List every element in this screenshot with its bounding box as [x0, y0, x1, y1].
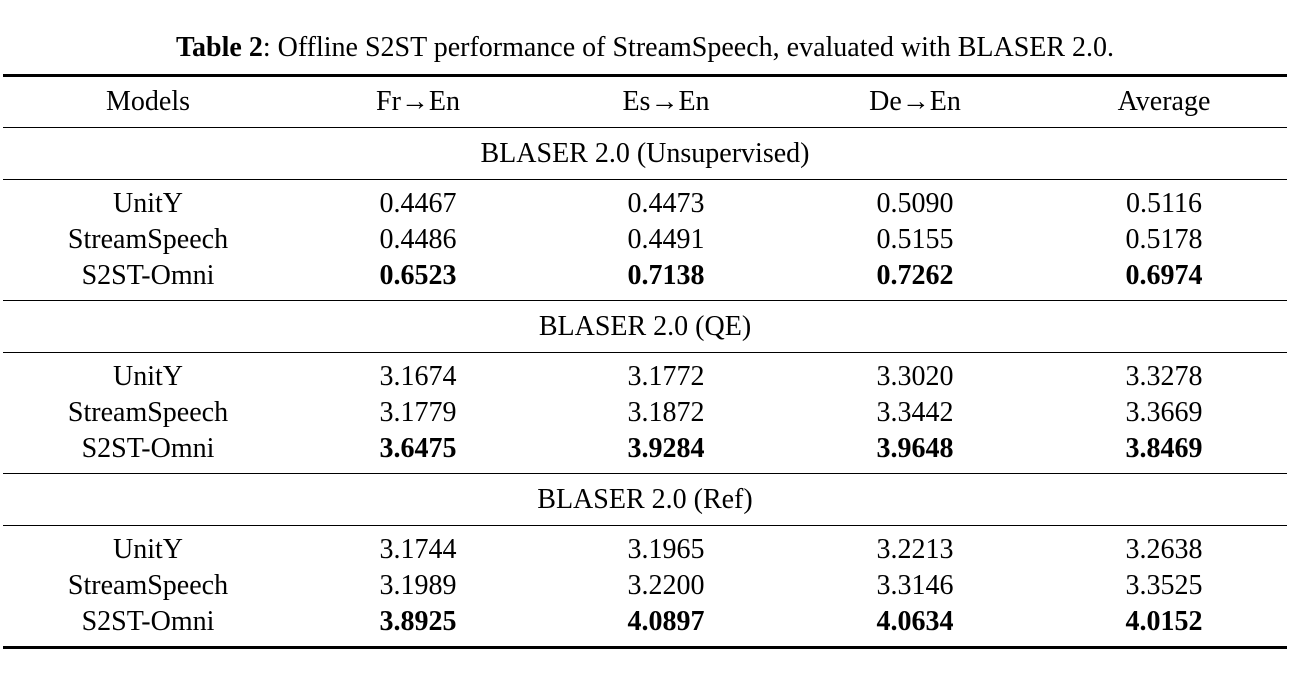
score-cell: 3.1872 — [627, 397, 705, 428]
score-cell: 0.4467 — [379, 188, 457, 219]
section-row-unsupervised: BLASER 2.0 (Unsupervised) — [3, 127, 1287, 180]
best-score-cell: 0.6523 — [293, 258, 543, 301]
caption-label: Table 2 — [175, 32, 263, 63]
model-name: UnitY — [113, 534, 183, 565]
score-cell: 3.3146 — [876, 570, 954, 601]
best-score-cell: 4.0152 — [1041, 604, 1287, 649]
score-cell: 3.1744 — [379, 534, 457, 565]
best-score-cell: 0.7262 — [789, 258, 1041, 301]
score-cell: 3.3525 — [1125, 570, 1203, 601]
section-title: BLASER 2.0 (QE) — [3, 300, 1287, 353]
score-cell: 3.3669 — [1125, 397, 1203, 428]
table-row: UnitY 0.4467 0.4473 0.5090 0.5116 — [3, 180, 1287, 223]
score-cell: 3.2200 — [627, 570, 705, 601]
table-row: S2ST-Omni 3.8925 4.0897 4.0634 4.0152 — [3, 604, 1287, 649]
table-row: S2ST-Omni 0.6523 0.7138 0.7262 0.6974 — [3, 258, 1287, 301]
model-name: UnitY — [113, 361, 183, 392]
score-cell: 0.5116 — [1126, 188, 1202, 219]
score-cell: 3.1989 — [379, 570, 457, 601]
header-es-en: Es→En — [543, 74, 789, 128]
best-score-cell: 3.8925 — [293, 604, 543, 649]
score-cell: 0.5090 — [876, 188, 954, 219]
section-row-qe: BLASER 2.0 (QE) — [3, 300, 1287, 353]
results-table: Models Fr→En Es→En De→En Average BLASER … — [3, 74, 1287, 649]
model-name: StreamSpeech — [67, 224, 229, 255]
section-title: BLASER 2.0 (Unsupervised) — [3, 127, 1287, 180]
table-row: UnitY 3.1674 3.1772 3.3020 3.3278 — [3, 353, 1287, 396]
header-models: Models — [3, 74, 293, 128]
model-name: UnitY — [113, 188, 183, 219]
table-row: StreamSpeech 3.1779 3.1872 3.3442 3.3669 — [3, 395, 1287, 431]
header-de-en: De→En — [789, 74, 1041, 128]
score-cell: 3.3020 — [876, 361, 954, 392]
table-caption: Table 2: Offline S2ST performance of Str… — [0, 30, 1290, 66]
best-score-cell: 3.8469 — [1041, 431, 1287, 474]
score-cell: 3.1772 — [627, 361, 705, 392]
model-name: S2ST-Omni — [3, 431, 293, 474]
score-cell: 3.2638 — [1125, 534, 1203, 565]
best-score-cell: 4.0897 — [543, 604, 789, 649]
best-score-cell: 0.7138 — [543, 258, 789, 301]
header-average: Average — [1041, 74, 1287, 128]
score-cell: 0.4491 — [627, 224, 705, 255]
best-score-cell: 3.9648 — [789, 431, 1041, 474]
best-score-cell: 0.6974 — [1041, 258, 1287, 301]
caption-text: : Offline S2ST performance of StreamSpee… — [262, 32, 1115, 63]
model-name: StreamSpeech — [67, 570, 229, 601]
table-row: StreamSpeech 3.1989 3.2200 3.3146 3.3525 — [3, 568, 1287, 604]
score-cell: 0.4486 — [379, 224, 457, 255]
best-score-cell: 4.0634 — [789, 604, 1041, 649]
score-cell: 3.1674 — [379, 361, 457, 392]
score-cell: 3.1779 — [379, 397, 457, 428]
section-title: BLASER 2.0 (Ref) — [3, 473, 1287, 526]
table-row: S2ST-Omni 3.6475 3.9284 3.9648 3.8469 — [3, 431, 1287, 474]
table-row: UnitY 3.1744 3.1965 3.2213 3.2638 — [3, 526, 1287, 569]
score-cell: 0.4473 — [627, 188, 705, 219]
model-name: S2ST-Omni — [3, 604, 293, 649]
table-row: StreamSpeech 0.4486 0.4491 0.5155 0.5178 — [3, 222, 1287, 258]
score-cell: 3.3278 — [1125, 361, 1203, 392]
best-score-cell: 3.9284 — [543, 431, 789, 474]
score-cell: 0.5155 — [876, 224, 954, 255]
score-cell: 0.5178 — [1125, 224, 1203, 255]
best-score-cell: 3.6475 — [293, 431, 543, 474]
header-row: Models Fr→En Es→En De→En Average — [3, 74, 1287, 128]
model-name: S2ST-Omni — [3, 258, 293, 301]
model-name: StreamSpeech — [67, 397, 229, 428]
score-cell: 3.2213 — [876, 534, 954, 565]
header-fr-en: Fr→En — [293, 74, 543, 128]
score-cell: 3.3442 — [876, 397, 954, 428]
section-row-ref: BLASER 2.0 (Ref) — [3, 473, 1287, 526]
score-cell: 3.1965 — [627, 534, 705, 565]
